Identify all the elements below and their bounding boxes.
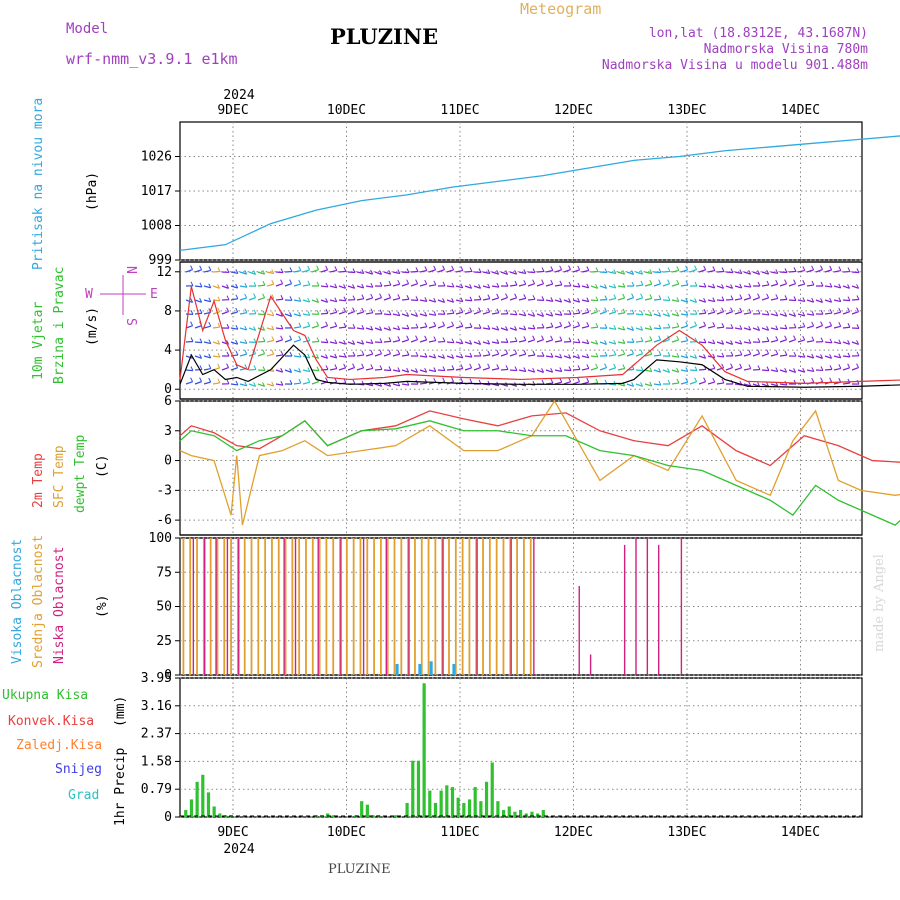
y-tick-label: 3 (164, 424, 172, 439)
wind-compass (100, 275, 146, 315)
legend-frz: Zaledj.Kisa (16, 738, 102, 753)
cloud-ylabel-mid: Srednja Oblacnost (31, 535, 46, 668)
compass-e: E (150, 287, 158, 302)
temp-ylabel-dewpt: dewpt Temp (73, 435, 88, 513)
precip-ylabel: 1hr Precip (113, 748, 128, 826)
y-tick-label: 0.79 (141, 782, 172, 797)
y-tick-label: 3.16 (141, 699, 172, 714)
y-tick-label: 1017 (141, 184, 172, 199)
y-tick-label: 8 (164, 304, 172, 319)
y-tick-label: 999 (149, 253, 172, 268)
bottom-day-label: 11DEC (440, 825, 479, 840)
panel-frame-cloud (179, 537, 863, 676)
y-tick-label: 25 (156, 634, 172, 649)
footer-station: PLUZINE (328, 862, 391, 877)
y-tick-label: 3.95 (141, 671, 172, 686)
pressure-ylabel: Pritisak na nivou mora (31, 98, 46, 270)
y-tick-label: 0 (164, 810, 172, 825)
compass-s: S (123, 318, 138, 326)
precip-unit-label: (mm) (113, 696, 128, 727)
bottom-day-label: 10DEC (327, 825, 366, 840)
wind-ylabel-2: Brzina i Pravac (52, 267, 67, 384)
y-tick-label: 0 (164, 668, 172, 683)
panel-frame-precip (179, 677, 863, 818)
pressure-line (179, 135, 900, 252)
temp-line-0 (179, 410, 900, 467)
bottom-day-label: 9DEC (217, 825, 248, 840)
temp-line-1 (179, 399, 900, 526)
y-tick-label: -3 (156, 483, 172, 498)
bottom-day-label: 14DEC (781, 825, 820, 840)
bottom-day-label: 12DEC (554, 825, 593, 840)
top-day-label: 11DEC (440, 103, 479, 118)
wind-unit-label: (m/s) (85, 307, 100, 346)
cloud-ylabel-low: Niska Oblacnost (52, 547, 67, 664)
cloud-bars (182, 538, 683, 675)
temp-ylabel-2m: 2m Temp (31, 453, 46, 508)
top-day-label: 14DEC (781, 103, 820, 118)
precip-bars (184, 683, 545, 817)
model-elevation-label: Nadmorska Visina u modelu 901.488m (601, 58, 868, 73)
pressure-unit-label: (hPa) (85, 172, 100, 211)
legend-snow: Snijeg (55, 762, 102, 777)
top-day-label: 13DEC (667, 103, 706, 118)
legend-conv: Konvek.Kisa (8, 714, 94, 729)
cloud-ylabel-high: Visoka Oblacnost (10, 539, 25, 664)
compass-n: N (123, 266, 138, 274)
panel-frame-temperature (179, 400, 863, 536)
temp-line-2 (179, 420, 900, 526)
y-tick-label: 1008 (141, 219, 172, 234)
wind-barb-field (185, 265, 860, 387)
y-tick-label: 1.58 (141, 754, 172, 769)
lonlat-label: lon,lat (18.8312E, 43.1687N) (648, 26, 868, 41)
y-tick-label: 4 (164, 343, 172, 358)
y-tick-label: 0 (164, 382, 172, 397)
cloud-unit-label: (%) (95, 595, 110, 618)
wind-gust-line (179, 286, 900, 384)
top-day-label: 10DEC (327, 103, 366, 118)
y-tick-label: 6 (164, 394, 172, 409)
bottom-year-label: 2024 (223, 842, 254, 857)
bottom-day-label: 13DEC (667, 825, 706, 840)
y-tick-label: 75 (156, 565, 172, 580)
model-label: Model (66, 21, 109, 37)
y-tick-label: 100 (149, 531, 172, 546)
temp-ylabel-sfc: SFC Temp (52, 445, 67, 508)
wind-ylabel-1: 10m Vjetar (31, 302, 46, 380)
top-year-label: 2024 (223, 88, 254, 103)
y-tick-label: 1026 (141, 150, 172, 165)
y-tick-label: 0 (164, 454, 172, 469)
top-day-label: 12DEC (554, 103, 593, 118)
y-tick-label: 50 (156, 600, 172, 615)
panel-frame-pressure (179, 121, 863, 261)
y-tick-label: 12 (156, 265, 172, 280)
wind-speed-line (179, 344, 900, 388)
y-tick-label: 2.37 (141, 727, 172, 742)
meteogram-label: Meteogram (520, 0, 602, 18)
top-day-label: 9DEC (217, 103, 248, 118)
model-name: wrf-nmm_v3.9.1 e1km (66, 50, 238, 68)
y-tick-label: -6 (156, 513, 172, 528)
station-title: PLUZINE (330, 24, 439, 49)
elevation-label: Nadmorska Visina 780m (703, 42, 868, 57)
temp-unit-label: (C) (95, 455, 110, 478)
legend-hail: Grad (68, 788, 99, 803)
compass-w: W (85, 287, 93, 302)
legend-total: Ukupna Kisa (2, 688, 88, 703)
